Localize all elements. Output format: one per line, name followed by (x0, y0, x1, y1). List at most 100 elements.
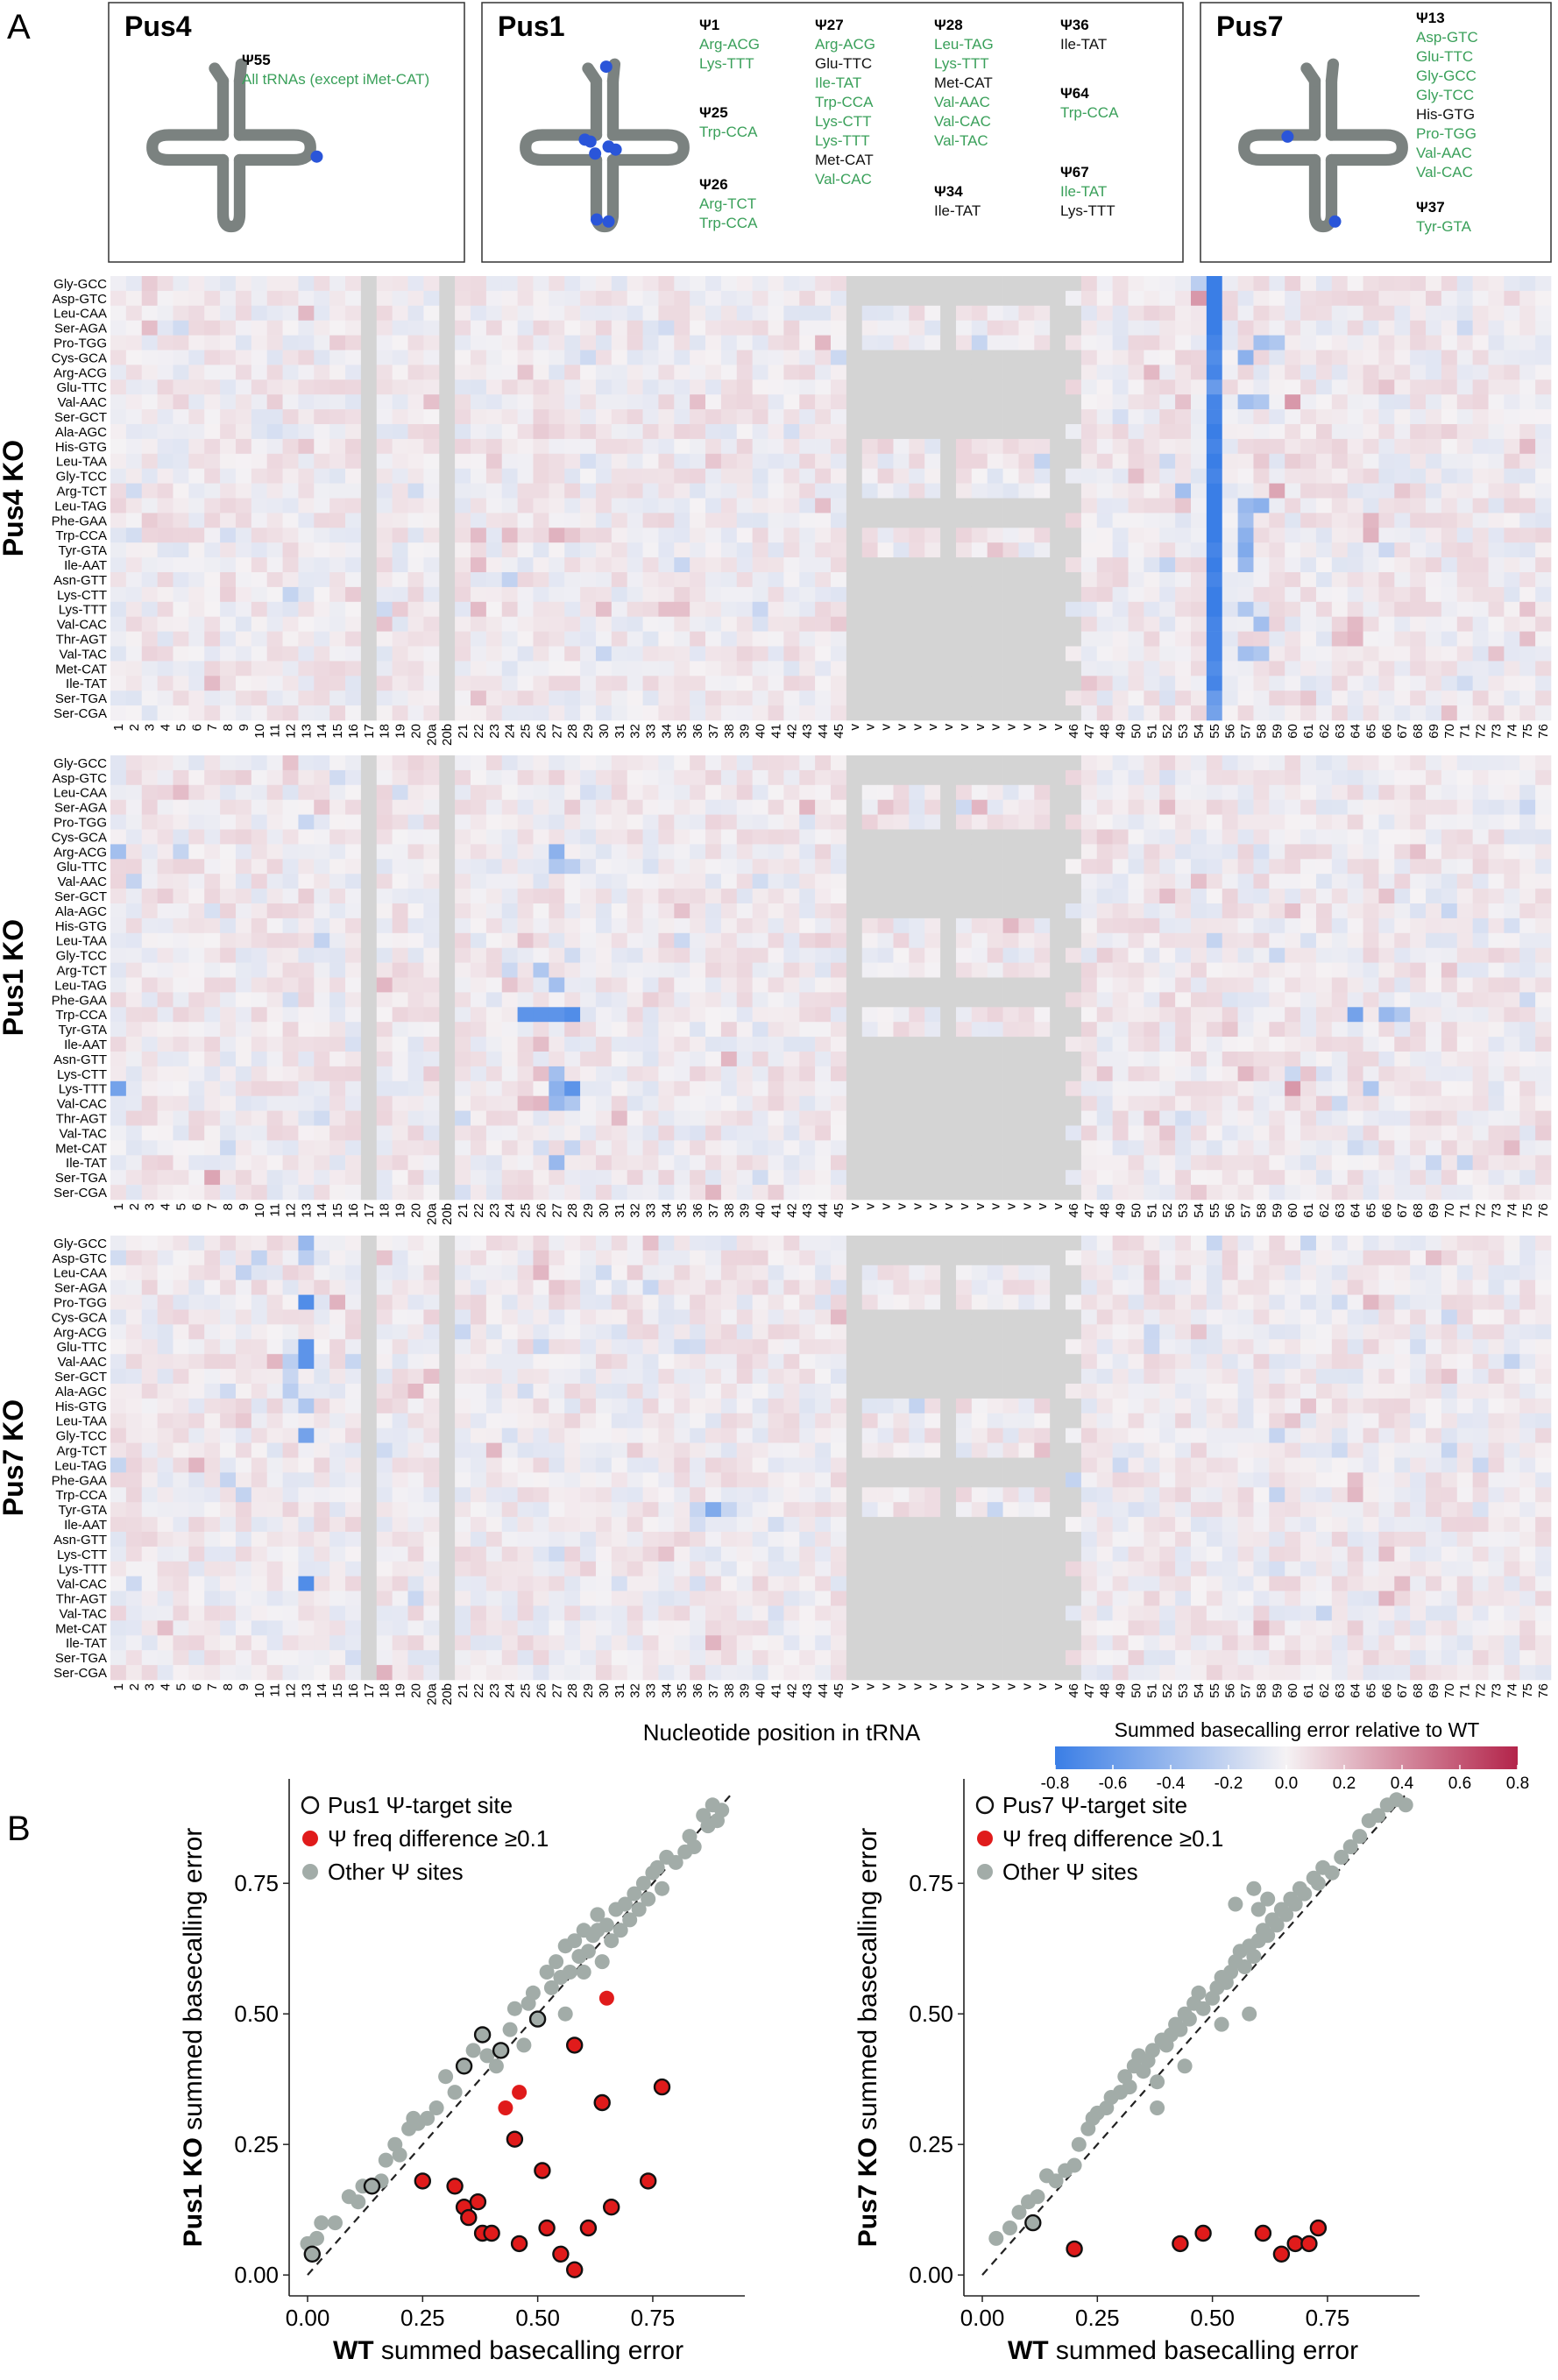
heatmap-cell (283, 424, 299, 439)
heatmap-cell (1159, 542, 1175, 557)
heatmap-cell (158, 889, 174, 903)
heatmap-cell (924, 484, 940, 499)
heatmap-cell (486, 1066, 502, 1081)
heatmap-cell (705, 617, 721, 632)
heatmap-cell (502, 1052, 518, 1066)
heatmap-cell (251, 439, 267, 454)
heatmap-cell (1332, 513, 1348, 528)
heatmap-cell (408, 874, 424, 889)
heatmap-cell (596, 705, 612, 720)
heatmap-cell (1050, 661, 1066, 676)
heatmap-cell (799, 439, 815, 454)
heatmap-cell (596, 918, 612, 933)
heatmap-cell (1285, 755, 1300, 770)
heatmap-cell (846, 933, 862, 948)
heatmap-cell (126, 351, 142, 365)
heatmap-cell (1253, 933, 1269, 948)
heatmap-cell (158, 874, 174, 889)
heatmap-cell (658, 691, 674, 705)
heatmap-cell (580, 770, 596, 785)
heatmap-cell (1332, 557, 1348, 572)
heatmap-cell (924, 602, 940, 617)
heatmap-cell (1144, 306, 1159, 321)
heatmap-cell (423, 321, 439, 336)
heatmap-cell (705, 903, 721, 918)
heatmap-cell (658, 572, 674, 587)
heatmap-cell (753, 1052, 768, 1066)
heatmap-cell (361, 755, 377, 770)
heatmap-cell (1332, 394, 1348, 409)
heatmap-cell (1300, 661, 1316, 676)
heatmap-cell (956, 874, 972, 889)
heatmap-cell (1253, 439, 1269, 454)
heatmap-cell (1175, 528, 1191, 542)
heatmap-cell (846, 874, 862, 889)
heatmap-cell (846, 800, 862, 815)
heatmap-cell (674, 948, 690, 963)
heatmap-cell (314, 691, 329, 705)
heatmap-cell (1394, 306, 1410, 321)
heatmap-cell (173, 572, 188, 587)
heatmap-cell (1535, 439, 1551, 454)
heatmap-cell (1426, 1037, 1441, 1052)
heatmap-cell (1504, 800, 1519, 815)
heatmap-cell (142, 647, 158, 662)
heatmap-cell (1300, 409, 1316, 424)
heatmap-cell (564, 484, 580, 499)
heatmap-cell (1363, 1007, 1379, 1022)
heatmap-cell (361, 691, 377, 705)
heatmap-cell (1113, 800, 1129, 815)
heatmap-cell (1394, 830, 1410, 845)
heatmap-cell (768, 484, 784, 499)
heatmap-cell (878, 948, 894, 963)
heatmap-cell (361, 365, 377, 379)
heatmap-cell (596, 557, 612, 572)
heatmap-cell (1222, 903, 1238, 918)
heatmap-cell (1113, 602, 1129, 617)
heatmap-cell (737, 676, 753, 691)
site-trna: Pro-TGG (1416, 125, 1477, 142)
heatmap-cell (690, 499, 705, 514)
heatmap-cell (173, 484, 188, 499)
heatmap-cell (1207, 948, 1222, 963)
heatmap-cell (283, 859, 299, 874)
heatmap-cell (439, 351, 455, 365)
heatmap-cell (188, 394, 204, 409)
heatmap-cell (658, 439, 674, 454)
heatmap-cell (831, 379, 846, 394)
heatmap-cell (204, 469, 220, 484)
heatmap-cell (972, 889, 988, 903)
heatmap-cell (251, 661, 267, 676)
heatmap-cell (533, 933, 549, 948)
heatmap-cell (674, 978, 690, 993)
heatmap-cell (783, 1037, 799, 1052)
heatmap-cell (846, 691, 862, 705)
heatmap-cell (533, 705, 549, 720)
heatmap-cell (455, 844, 471, 859)
heatmap-cell (393, 587, 408, 602)
heatmap-cell (1489, 424, 1505, 439)
heatmap-cell (1332, 1007, 1348, 1022)
heatmap-cell (471, 379, 486, 394)
heatmap-cell (1222, 632, 1238, 647)
heatmap-cell (612, 439, 627, 454)
heatmap-cell (267, 1022, 283, 1037)
trna-row-label: Trp-CCA (55, 528, 107, 543)
heatmap-cell (909, 1007, 924, 1022)
heatmap-cell (862, 276, 878, 291)
heatmap-cell (596, 632, 612, 647)
heatmap-cell (1066, 992, 1081, 1007)
heatmap-cell (1504, 903, 1519, 918)
heatmap-cell (502, 276, 518, 291)
heatmap-cell (1363, 439, 1379, 454)
heatmap-cell (1519, 889, 1535, 903)
heatmap-cell (1066, 948, 1081, 963)
heatmap-cell (345, 785, 361, 800)
heatmap-cell (377, 306, 393, 321)
heatmap-cell (580, 903, 596, 918)
heatmap-cell (1410, 379, 1426, 394)
heatmap-cell (658, 755, 674, 770)
heatmap-cell (267, 469, 283, 484)
heatmap-cell (1253, 572, 1269, 587)
heatmap-cell (1113, 963, 1129, 978)
